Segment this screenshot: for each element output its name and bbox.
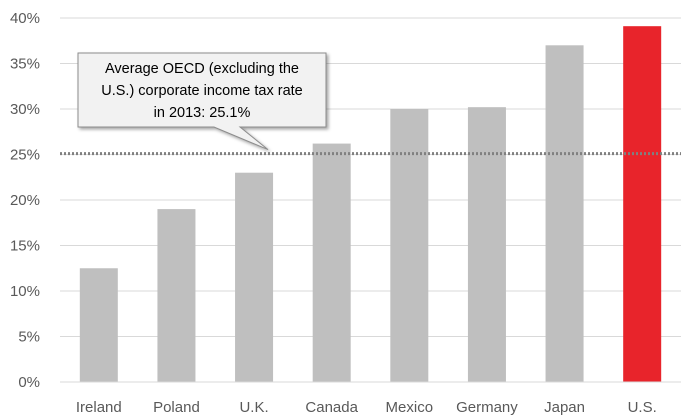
annotation-line-1: Average OECD (excluding the (105, 61, 299, 77)
y-tick-label: 20% (10, 192, 40, 209)
annotation-line-2: U.S.) corporate income tax rate (101, 83, 302, 99)
y-tick-label: 25% (10, 147, 40, 164)
y-axis-tick-labels: 0% 5% 10% 15% 20% 25% 30% 35% 40% (10, 10, 40, 391)
bar-ireland (79, 268, 118, 382)
y-tick-label: 30% (10, 101, 40, 118)
annotation-line-3: in 2013: 25.1% (154, 105, 251, 121)
bar-mexico (390, 109, 429, 382)
bar-germany (467, 107, 506, 383)
bar-poland (157, 209, 196, 382)
x-category-label: Germany (456, 399, 518, 416)
x-category-label: Mexico (386, 399, 434, 416)
x-category-label: U.K. (239, 399, 268, 416)
bar-canada (312, 143, 351, 382)
y-tick-label: 15% (10, 238, 40, 255)
bars (79, 26, 662, 383)
x-category-label: Poland (153, 399, 200, 416)
x-axis-category-labels: Ireland Poland U.K. Canada Mexico Germany Japa… (76, 399, 657, 416)
y-tick-label: 10% (10, 283, 40, 300)
x-category-label: Japan (544, 399, 585, 416)
bar-u-k (235, 172, 274, 382)
y-tick-label: 40% (10, 10, 40, 27)
x-category-label: Ireland (76, 399, 122, 416)
y-tick-label: 35% (10, 56, 40, 73)
y-tick-label: 5% (18, 329, 40, 346)
x-category-label: U.S. (628, 399, 657, 416)
x-category-label: Canada (305, 399, 358, 416)
annotation-callout-box (77, 52, 327, 151)
y-tick-label: 0% (18, 374, 40, 391)
annotation-callout: Average OECD (excluding the U.S.) corpor… (77, 52, 327, 151)
bar-japan (545, 45, 584, 383)
bar-u-s (623, 26, 662, 382)
